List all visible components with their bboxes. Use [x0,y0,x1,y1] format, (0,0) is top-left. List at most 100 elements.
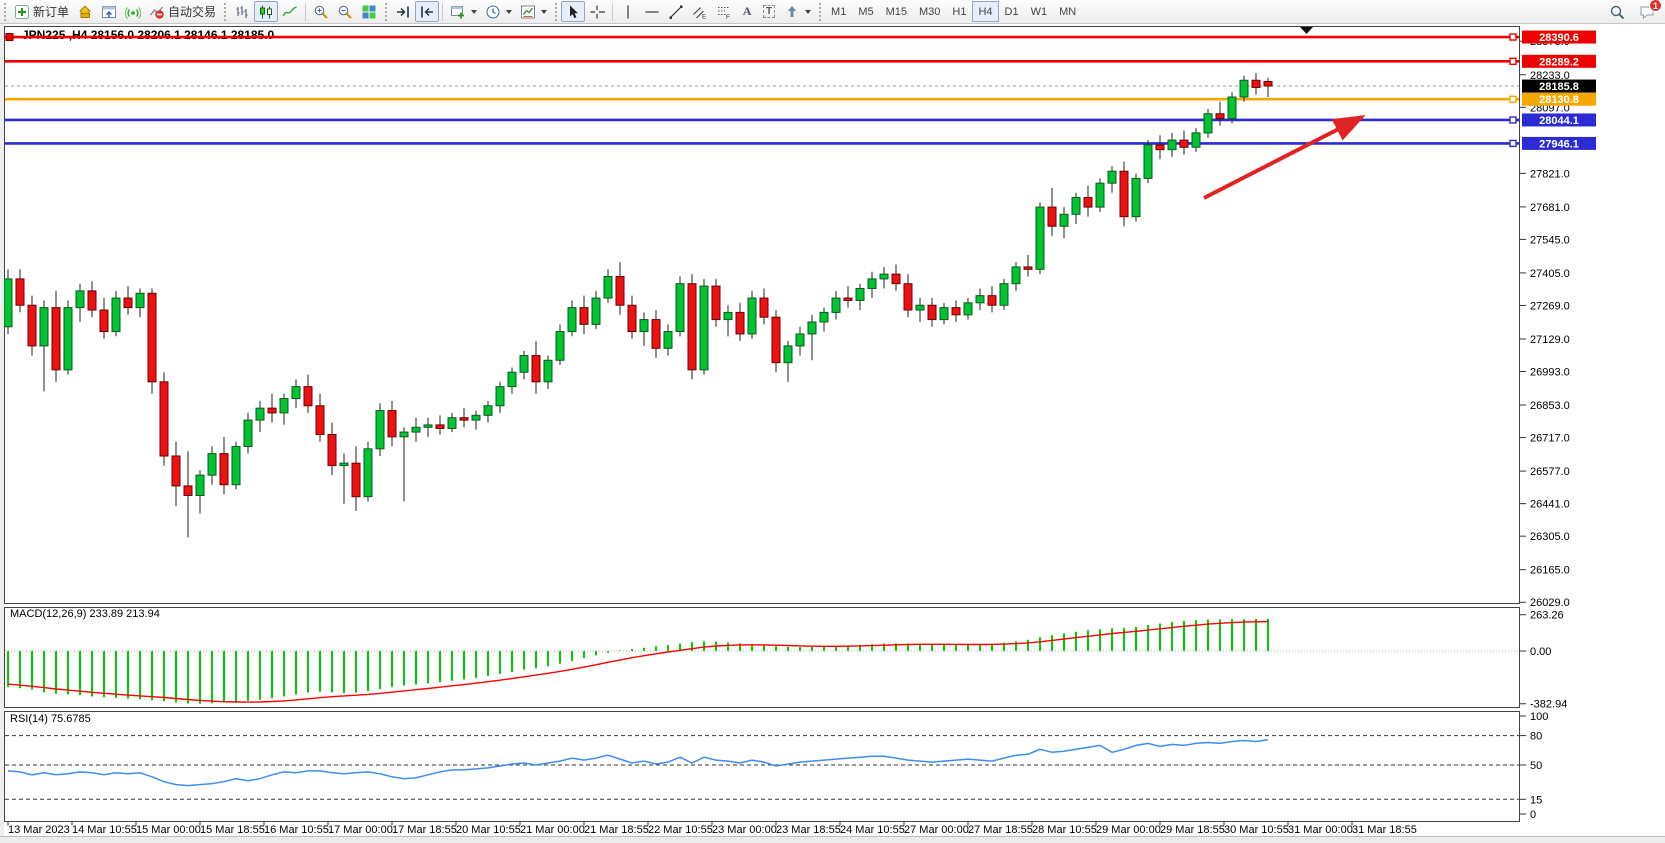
coins-button[interactable] [73,1,97,22]
clock-icon [485,4,501,20]
price-label [1522,30,1596,44]
line-handle[interactable] [1509,116,1517,124]
toolbar-grip [819,2,822,21]
auto-trading-label: 自动交易 [168,5,217,19]
chat-button[interactable]: 1 [1635,0,1662,22]
toolbar-grip [385,2,388,21]
fibonacci-button[interactable]: F [712,1,736,22]
new-order-label: 新订单 [33,5,70,19]
auto-trading-button[interactable]: 自动交易 [145,1,220,22]
shift-marker[interactable] [1300,27,1313,34]
time-axis-label: 23 Mar 00:00 [712,824,777,836]
macd-tick-label: 0.00 [1530,646,1551,658]
timeframe-w1[interactable]: W1 [1025,1,1054,22]
fibonacci-icon: F [716,4,732,21]
svg-text:F: F [726,14,730,20]
zoom-out-button[interactable] [333,1,357,22]
horizontal-line-button[interactable] [640,1,664,22]
line-handle[interactable] [5,33,14,42]
time-axis-label: 15 Mar 00:00 [136,824,201,836]
text-button[interactable]: A [736,1,758,22]
tile-windows-button[interactable] [357,1,381,22]
price-tick-label: 26165.0 [1530,565,1570,577]
zoom-out-icon [337,4,353,20]
text-label-icon: T [762,5,776,18]
trendline-button[interactable] [664,1,688,22]
cursor-button[interactable] [561,1,586,22]
chart-upload-button[interactable] [97,1,121,22]
clock-button[interactable] [481,1,516,22]
time-axis[interactable]: 13 Mar 2023 14 Mar 10:55 15 Mar 00:00 15 Ma… [7,822,1417,836]
price-label-text: 28185.8 [1539,81,1579,93]
line-handle[interactable] [1509,57,1517,66]
timeframe-group: M1 M5 M15 M30 H1 H4 D1 W1 MN [825,1,1082,22]
line-handle[interactable] [1509,139,1517,148]
time-axis-label: 17 Mar 00:00 [328,824,393,836]
price-label-text: 28044.1 [1539,115,1579,127]
candles [3,73,1273,538]
channel-icon: E [692,4,708,20]
zoom-in-button[interactable] [309,1,333,22]
window-left-border [0,24,4,843]
toolbar-grip [224,2,227,21]
cursor-icon [565,4,581,20]
chart-shift-button[interactable] [415,1,440,22]
price-label [1522,79,1596,93]
vertical-line-icon [620,4,636,20]
macd-tick-label: -382.94 [1530,699,1567,711]
auto-scroll-button[interactable] [391,1,415,22]
time-axis-label: 22 Mar 10:55 [648,824,713,836]
time-axis-label: 20 Mar 10:55 [456,824,521,836]
macd-histogram [7,618,1269,704]
timeframe-d1[interactable]: D1 [999,1,1025,22]
price-label [1522,136,1596,150]
timeframe-h4[interactable]: H4 [972,1,999,22]
chevron-down-icon [541,9,548,14]
price-tick-label: 27545.0 [1530,234,1570,246]
auto-trading-icon [149,4,165,20]
rsi-label: RSI(14) 75.6785 [10,713,91,725]
price-tick-label: 26577.0 [1530,466,1570,478]
tile-windows-icon [361,4,377,20]
timeframe-m15[interactable]: M15 [880,1,913,22]
timeframe-m5[interactable]: M5 [852,1,879,22]
vertical-line-button[interactable] [616,1,640,22]
line-handle[interactable] [1509,95,1517,103]
line-handle[interactable] [1509,33,1517,41]
coins-icon [77,4,93,20]
price-label-text: 28289.2 [1539,56,1579,68]
search-button[interactable] [1605,1,1629,22]
trend-arrow-annotation[interactable] [1203,115,1366,200]
price-tick-label: 27129.0 [1530,334,1570,346]
price-label [1522,113,1596,127]
text-label-button[interactable]: T [758,1,780,22]
template-button[interactable] [516,1,551,22]
time-axis-label: 31 Mar 00:00 [1288,824,1353,836]
new-chart-button[interactable] [446,1,481,22]
shapes-button[interactable] [780,1,815,22]
chevron-down-icon [506,9,513,14]
channel-button[interactable]: E [688,1,712,22]
bar-chart-button[interactable] [230,1,254,22]
price-tick-label: 27821.0 [1530,168,1570,180]
candlestick-button[interactable] [254,1,279,22]
timeframe-m1[interactable]: M1 [825,1,852,22]
price-tick-label: 28233.0 [1530,70,1570,82]
template-icon [520,4,536,20]
new-order-icon [14,4,30,20]
new-order-button[interactable]: 新订单 [10,1,73,22]
crosshair-button[interactable] [585,1,614,22]
price-tick-label: 26029.0 [1530,597,1570,609]
timeframe-h1[interactable]: H1 [946,1,972,22]
timeframe-m30[interactable]: M30 [913,1,946,22]
time-axis-label: 31 Mar 18:55 [1352,824,1417,836]
new-chart-icon [450,4,466,20]
time-axis-label: 24 Mar 10:55 [840,824,905,836]
time-axis-label: 29 Mar 18:55 [1160,824,1225,836]
signal-button[interactable] [121,1,145,22]
auto-scroll-icon [395,4,411,20]
timeframe-mn[interactable]: MN [1053,1,1082,22]
line-chart-button[interactable] [278,1,302,22]
